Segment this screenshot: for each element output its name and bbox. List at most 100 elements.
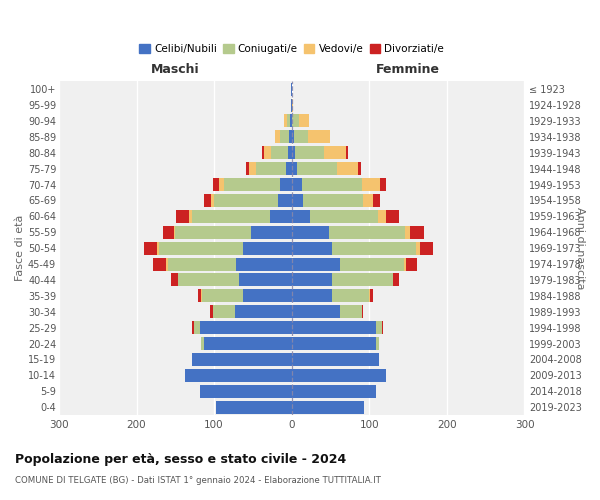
Bar (239, 274, 292, 286)
Bar (194, 321, 200, 334)
Text: COMUNE DI TELGATE (BG) - Dati ISTAT 1° gennaio 2024 - Elaborazione TUTTITALIA.IT: COMUNE DI TELGATE (BG) - Dati ISTAT 1° g… (15, 476, 381, 485)
Bar (163, 226, 174, 239)
Bar (292, 242, 332, 254)
Bar (198, 290, 201, 302)
Bar (193, 210, 270, 223)
Bar (378, 210, 386, 223)
Bar (235, 306, 292, 318)
Bar (256, 162, 286, 175)
Bar (332, 290, 370, 302)
Y-axis label: Fasce di età: Fasce di età (15, 215, 25, 282)
Bar (189, 210, 193, 223)
Bar (332, 242, 416, 254)
Bar (275, 130, 280, 143)
Bar (215, 400, 292, 413)
Bar (286, 162, 292, 175)
Text: Femmine: Femmine (376, 64, 440, 76)
Bar (243, 290, 292, 302)
Bar (166, 258, 167, 270)
Bar (404, 258, 406, 270)
Bar (201, 290, 202, 302)
Bar (176, 210, 189, 223)
Bar (246, 162, 249, 175)
Bar (288, 146, 292, 160)
Bar (292, 130, 294, 143)
Bar (290, 114, 292, 128)
Bar (292, 290, 332, 302)
Bar (264, 146, 271, 160)
Bar (292, 321, 376, 334)
Bar (297, 162, 337, 175)
Bar (292, 178, 302, 191)
Bar (292, 337, 376, 350)
Bar (380, 178, 386, 191)
Bar (289, 130, 292, 143)
Bar (204, 194, 211, 207)
Bar (292, 210, 310, 223)
Bar (224, 178, 280, 191)
Bar (292, 369, 386, 382)
Bar (394, 274, 399, 286)
Bar (340, 306, 362, 318)
Bar (200, 385, 292, 398)
Bar (292, 146, 295, 160)
Bar (420, 242, 433, 254)
Y-axis label: Anni di nascita: Anni di nascita (575, 207, 585, 290)
Bar (280, 130, 289, 143)
Bar (236, 258, 292, 270)
Bar (175, 226, 251, 239)
Bar (292, 353, 379, 366)
Bar (405, 226, 410, 239)
Bar (329, 226, 405, 239)
Bar (292, 226, 329, 239)
Text: Maschi: Maschi (151, 64, 200, 76)
Bar (278, 194, 292, 207)
Bar (292, 274, 332, 286)
Bar (376, 321, 382, 334)
Bar (406, 258, 416, 270)
Bar (294, 130, 308, 143)
Bar (284, 114, 287, 128)
Bar (362, 306, 363, 318)
Bar (144, 242, 157, 254)
Bar (185, 369, 292, 382)
Bar (174, 226, 175, 239)
Bar (178, 274, 239, 286)
Bar (249, 162, 256, 175)
Bar (292, 400, 364, 413)
Bar (262, 146, 264, 160)
Bar (292, 385, 376, 398)
Bar (280, 178, 292, 191)
Bar (295, 146, 324, 160)
Bar (363, 194, 373, 207)
Bar (193, 321, 194, 334)
Bar (302, 178, 362, 191)
Bar (370, 290, 373, 302)
Bar (214, 306, 235, 318)
Bar (167, 258, 236, 270)
Bar (291, 98, 292, 112)
Bar (358, 162, 361, 175)
Legend: Celibi/Nubili, Coniugati/e, Vedovi/e, Divorziati/e: Celibi/Nubili, Coniugati/e, Vedovi/e, Di… (136, 40, 448, 58)
Bar (202, 290, 243, 302)
Bar (382, 321, 383, 334)
Bar (251, 226, 292, 239)
Bar (340, 258, 404, 270)
Bar (204, 337, 292, 350)
Bar (332, 274, 392, 286)
Bar (302, 194, 363, 207)
Bar (324, 146, 346, 160)
Bar (337, 162, 358, 175)
Bar (271, 146, 288, 160)
Bar (214, 178, 219, 191)
Bar (386, 210, 399, 223)
Bar (416, 242, 420, 254)
Bar (373, 194, 380, 207)
Bar (153, 258, 166, 270)
Bar (219, 178, 224, 191)
Text: Popolazione per età, sesso e stato civile - 2024: Popolazione per età, sesso e stato civil… (15, 452, 346, 466)
Bar (193, 353, 292, 366)
Bar (410, 226, 424, 239)
Bar (291, 82, 292, 96)
Bar (211, 194, 214, 207)
